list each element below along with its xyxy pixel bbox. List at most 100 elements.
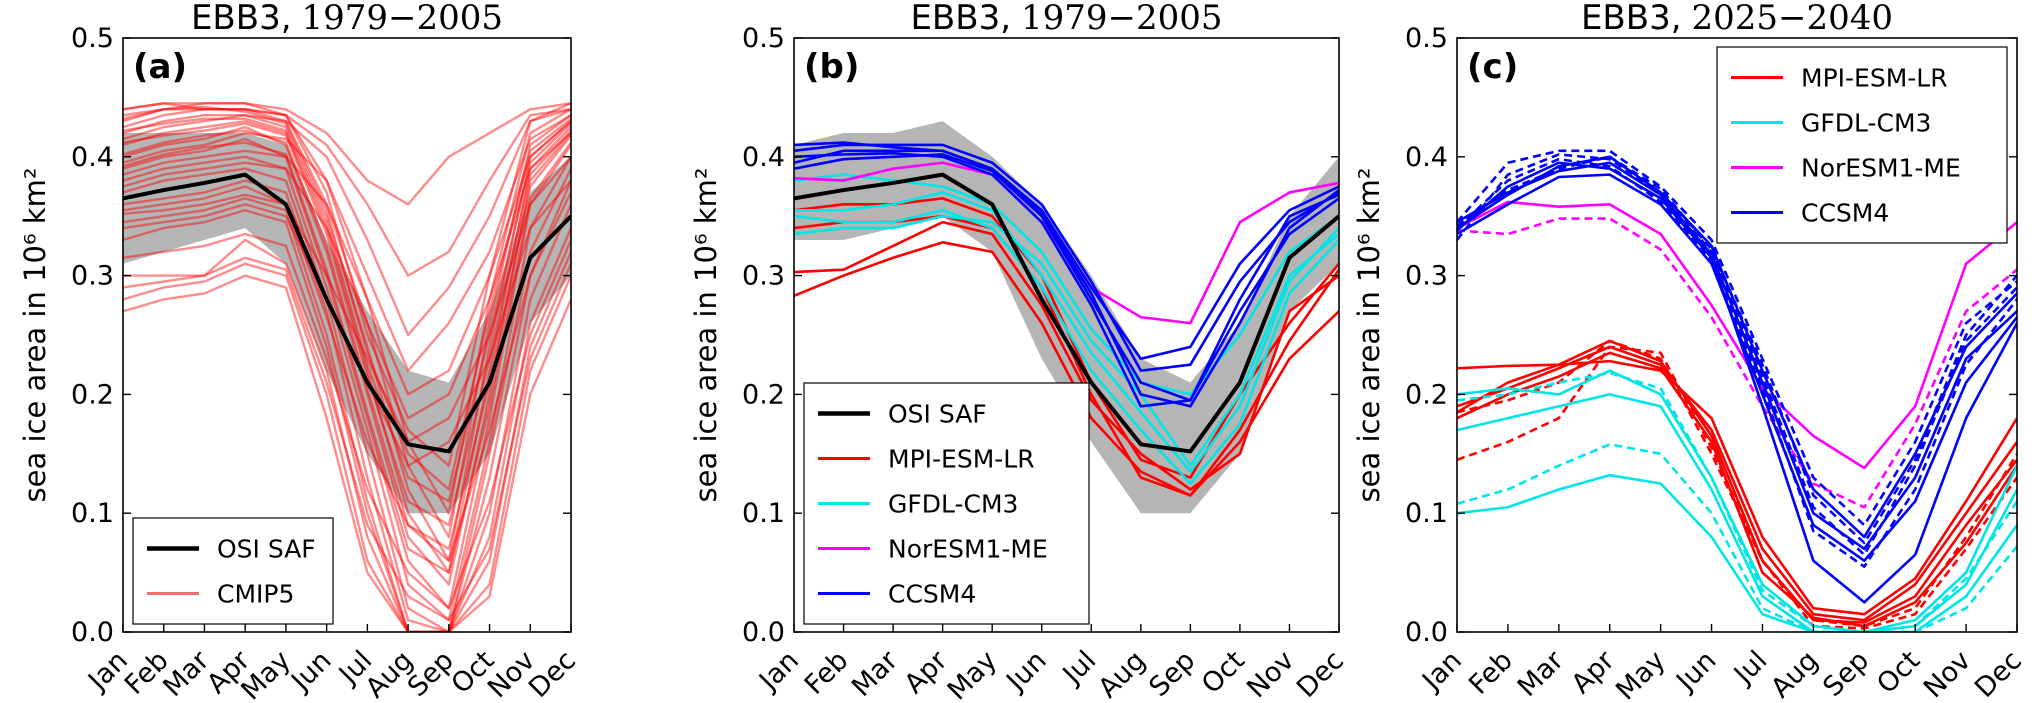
series-line <box>123 108 571 337</box>
title-period: 1979−2005 <box>302 0 504 38</box>
series-line <box>1457 161 2017 604</box>
series-line <box>1457 157 2017 568</box>
x-tick-label: Sep <box>1817 645 1875 703</box>
x-tick-label: Feb <box>799 645 855 701</box>
series-line <box>794 220 1339 491</box>
series-line <box>123 197 571 632</box>
y-tick-label: 0.2 <box>742 379 785 410</box>
series-line <box>123 191 571 562</box>
x-tick-label: Jan <box>752 645 805 698</box>
series-line <box>1457 155 2017 545</box>
y-tick-label: 0.5 <box>742 23 785 54</box>
series-line <box>1457 371 2017 632</box>
y-tick-label: 0.4 <box>742 142 785 173</box>
legend-label: OSI SAF <box>888 400 987 429</box>
y-tick-label: 0.0 <box>71 617 114 648</box>
legend-label: MPI-ESM-LR <box>1801 64 1948 93</box>
series-line <box>123 262 571 632</box>
series-line <box>123 232 571 610</box>
x-tick-label: Dec <box>1291 645 1350 703</box>
y-tick-label: 0.1 <box>1405 498 1448 529</box>
legend-box <box>1716 46 2008 244</box>
series-line <box>1457 393 2017 632</box>
legend-label: CCSM4 <box>1801 199 1889 228</box>
series-line <box>1457 345 2017 630</box>
series-line <box>123 108 571 277</box>
series-line <box>123 119 571 574</box>
legend-box <box>132 517 334 625</box>
y-tick-label: 0.4 <box>1405 142 1448 173</box>
y-tick-label: 0.5 <box>71 23 114 54</box>
panel-label: (c) <box>1467 47 1518 87</box>
title-period: 1979−2005 <box>1021 0 1223 38</box>
panel-title: EBB3, 1979−2005 <box>191 0 503 38</box>
series-line <box>123 108 571 539</box>
series-line <box>1457 200 2017 470</box>
panel-label: (a) <box>133 47 187 87</box>
plot-area <box>1457 149 2017 632</box>
y-tick-label: 0.5 <box>1405 23 1448 54</box>
legend-label: GFDL-CM3 <box>1801 109 1931 138</box>
series-line <box>1457 149 2017 527</box>
series-line <box>123 102 571 515</box>
series-line <box>794 214 1339 467</box>
x-tick-label: Nov <box>1918 645 1977 703</box>
series-line <box>794 151 1339 408</box>
x-tick-label: Apr <box>1566 644 1622 700</box>
y-tick-label: 0.3 <box>71 261 114 292</box>
legend: OSI SAF MPI-ESM-LR GFDL-CM3 NorESM1-ME CCSM4 <box>803 382 1090 625</box>
series-line <box>794 191 1339 473</box>
y-tick-label: 0.2 <box>1405 379 1448 410</box>
series-line <box>1457 217 2017 509</box>
uncertainty-band <box>123 133 571 514</box>
legend-label: NorESM1-ME <box>888 535 1048 564</box>
series-line <box>123 102 571 206</box>
series-line <box>1457 339 2017 624</box>
series-line <box>123 120 571 396</box>
x-tick-label: Dec <box>1969 645 2028 703</box>
series-line <box>123 209 571 632</box>
x-tick-label: Mar <box>1512 644 1571 703</box>
y-tick-label: 0.2 <box>71 379 114 410</box>
legend-label: OSI SAF <box>217 535 316 564</box>
series-line <box>1457 345 2017 622</box>
y-tick-label: 0.4 <box>71 142 114 173</box>
series-line <box>794 143 1339 372</box>
legend-label: GFDL-CM3 <box>888 490 1018 519</box>
series-osi-saf-line <box>794 172 1339 454</box>
plot-frame <box>1456 37 2018 633</box>
series-osi-saf-line <box>123 172 571 454</box>
series-line <box>123 122 571 527</box>
panel-label: (b) <box>804 47 859 87</box>
series-line <box>123 114 571 372</box>
x-tick-label: Apr <box>899 644 955 700</box>
series-line <box>123 129 571 551</box>
series-line <box>794 208 1339 485</box>
legend-label: NorESM1-ME <box>1801 154 1961 183</box>
series-line <box>794 149 1339 361</box>
y-axis-label: sea ice area in 10⁶ km² <box>18 168 52 503</box>
x-tick-label: Feb <box>1463 645 1519 701</box>
series-line <box>123 155 571 622</box>
legend: MPI-ESM-LR GFDL-CM3 NorESM1-ME CCSM4 <box>1716 46 2008 244</box>
y-tick-label: 0.0 <box>742 617 785 648</box>
x-tick-label: Nov <box>1241 645 1300 703</box>
x-tick-label: Dec <box>523 645 582 703</box>
legend: OSI SAF CMIP5 <box>132 517 334 625</box>
x-tick-label: Jun <box>1669 645 1722 698</box>
series-line <box>794 173 1339 396</box>
series-line <box>1457 153 2017 557</box>
x-tick-label: May <box>1610 645 1671 703</box>
y-axis-label: sea ice area in 10⁶ km² <box>1352 168 1386 503</box>
series-line <box>794 141 1339 408</box>
series-line <box>1457 473 2017 632</box>
x-tick-label: Oct <box>1196 645 1251 700</box>
panel-title: EBB3, 2025−2040 <box>1581 0 1893 38</box>
legend-label: CCSM4 <box>888 580 976 609</box>
uncertainty-band <box>794 121 1339 514</box>
series-line <box>123 256 571 622</box>
y-tick-label: 0.3 <box>742 261 785 292</box>
x-tick-label: Mar <box>846 644 905 703</box>
